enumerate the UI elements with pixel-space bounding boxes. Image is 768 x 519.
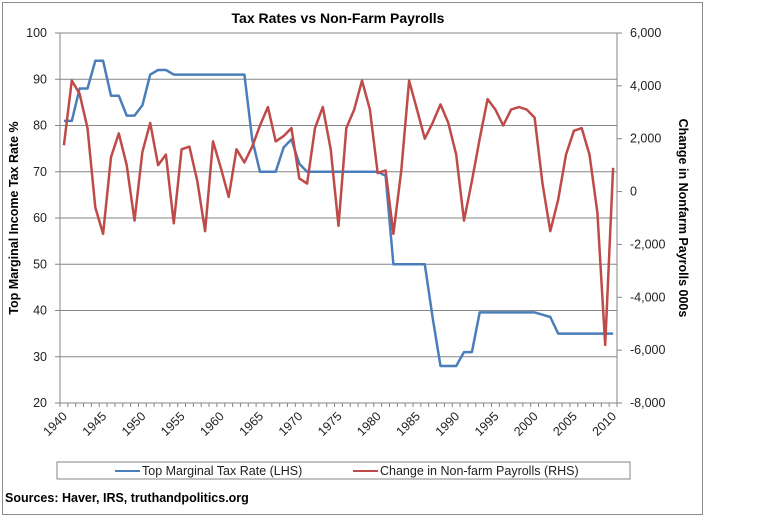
legend: Top Marginal Tax Rate (LHS) Change in No… [56,461,631,480]
left-tick-label: 60 [33,211,47,225]
left-tick-label: 40 [33,304,47,318]
left-tick-label: 50 [33,257,47,271]
x-tick-label: 1955 [158,409,188,439]
x-tick-label: 2000 [511,409,541,439]
chart-title: Tax Rates vs Non-Farm Payrolls [232,10,445,26]
x-tick-label: 1940 [40,409,70,439]
x-tick-label: 1970 [276,409,306,439]
x-tick-label: 1950 [119,409,149,439]
x-tick-label: 1980 [354,409,384,439]
x-tick-label: 1990 [433,409,463,439]
sources-note: Sources: Haver, IRS, truthandpolitics.or… [5,491,249,505]
x-axis: 1940 1945 1950 1955 1960 1965 1970 1975 1980 1985… [40,403,619,439]
legend-box [56,461,631,480]
left-axis-title: Top Marginal Income Tax Rate % [7,121,21,314]
right-tick-label: 4,000 [630,79,661,93]
x-tick-label: 1945 [80,409,110,439]
right-tick-label: 6,000 [630,26,661,40]
x-tick-label: 2005 [550,409,580,439]
legend-label-tax-rate: Top Marginal Tax Rate (LHS) [142,464,302,478]
x-tick-label: 1985 [394,409,424,439]
x-tick-label: 2010 [590,409,620,439]
right-tick-label: -4,000 [630,290,665,304]
series-group [62,59,615,368]
right-tick-label: -2,000 [630,237,665,251]
x-tick-label: 1995 [472,409,502,439]
right-axis: 6,000 4,000 2,000 0 -2,000 -4,000 -6,000 -8,000 [617,26,665,410]
series-line-tax-rate [63,59,614,368]
legend-label-payrolls: Change in Non-farm Payrolls (RHS) [380,464,579,478]
left-tick-label: 80 [33,119,47,133]
chart-frame [2,2,703,515]
x-tick-label: 1965 [237,409,267,439]
gridlines [60,78,617,358]
right-tick-label: 2,000 [630,132,661,146]
series-line-payrolls [62,79,615,347]
x-tick-label: 1975 [315,409,345,439]
right-tick-label: -6,000 [630,343,665,357]
left-tick-label: 90 [33,72,47,86]
left-tick-label: 70 [33,165,47,179]
left-tick-label: 100 [26,26,47,40]
left-axis: 100 90 80 70 60 50 40 30 20 [26,26,60,410]
x-tick-label: 1960 [197,409,227,439]
left-tick-label: 20 [33,396,47,410]
right-axis-title: Change in Nonfarm Payrolls 000s [676,119,690,318]
right-tick-label: -8,000 [630,396,665,410]
right-tick-label: 0 [630,185,637,199]
left-tick-label: 30 [33,350,47,364]
